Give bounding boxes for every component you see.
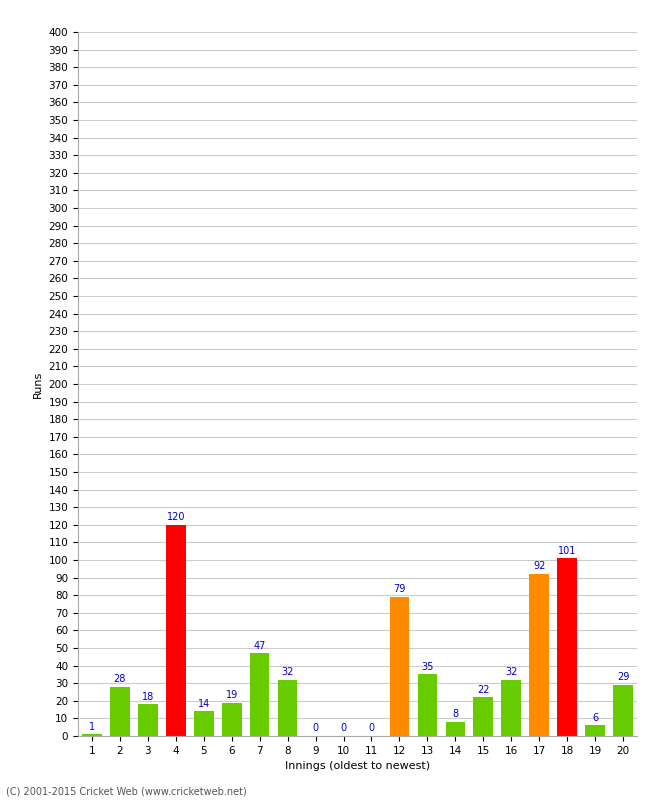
Text: 0: 0 xyxy=(313,723,318,734)
Text: 92: 92 xyxy=(533,562,545,571)
Text: 47: 47 xyxy=(254,641,266,650)
Bar xyxy=(389,597,410,736)
Bar xyxy=(445,722,465,736)
Bar xyxy=(417,674,437,736)
Bar xyxy=(138,704,158,736)
Text: 101: 101 xyxy=(558,546,577,555)
Y-axis label: Runs: Runs xyxy=(33,370,43,398)
Bar xyxy=(250,654,270,736)
Text: 14: 14 xyxy=(198,698,210,709)
Text: 32: 32 xyxy=(281,667,294,677)
Text: 79: 79 xyxy=(393,584,406,594)
Text: 32: 32 xyxy=(505,667,517,677)
Bar xyxy=(501,680,521,736)
Text: 22: 22 xyxy=(477,685,489,694)
Bar xyxy=(473,698,493,736)
Bar xyxy=(194,711,214,736)
Text: 0: 0 xyxy=(369,723,374,734)
Bar xyxy=(557,558,577,736)
Bar xyxy=(222,702,242,736)
Text: 1: 1 xyxy=(89,722,95,731)
Text: 19: 19 xyxy=(226,690,238,700)
Text: 29: 29 xyxy=(617,672,629,682)
Bar xyxy=(613,685,633,736)
Text: 6: 6 xyxy=(592,713,598,723)
Text: 120: 120 xyxy=(166,512,185,522)
Bar xyxy=(585,726,605,736)
Bar xyxy=(529,574,549,736)
Bar xyxy=(166,525,186,736)
Text: 18: 18 xyxy=(142,692,154,702)
Text: 0: 0 xyxy=(341,723,346,734)
Bar xyxy=(110,686,130,736)
Text: 8: 8 xyxy=(452,710,458,719)
Text: 35: 35 xyxy=(421,662,434,672)
Bar xyxy=(278,680,298,736)
X-axis label: Innings (oldest to newest): Innings (oldest to newest) xyxy=(285,762,430,771)
Bar xyxy=(82,734,102,736)
Text: (C) 2001-2015 Cricket Web (www.cricketweb.net): (C) 2001-2015 Cricket Web (www.cricketwe… xyxy=(6,786,247,796)
Text: 28: 28 xyxy=(114,674,126,684)
